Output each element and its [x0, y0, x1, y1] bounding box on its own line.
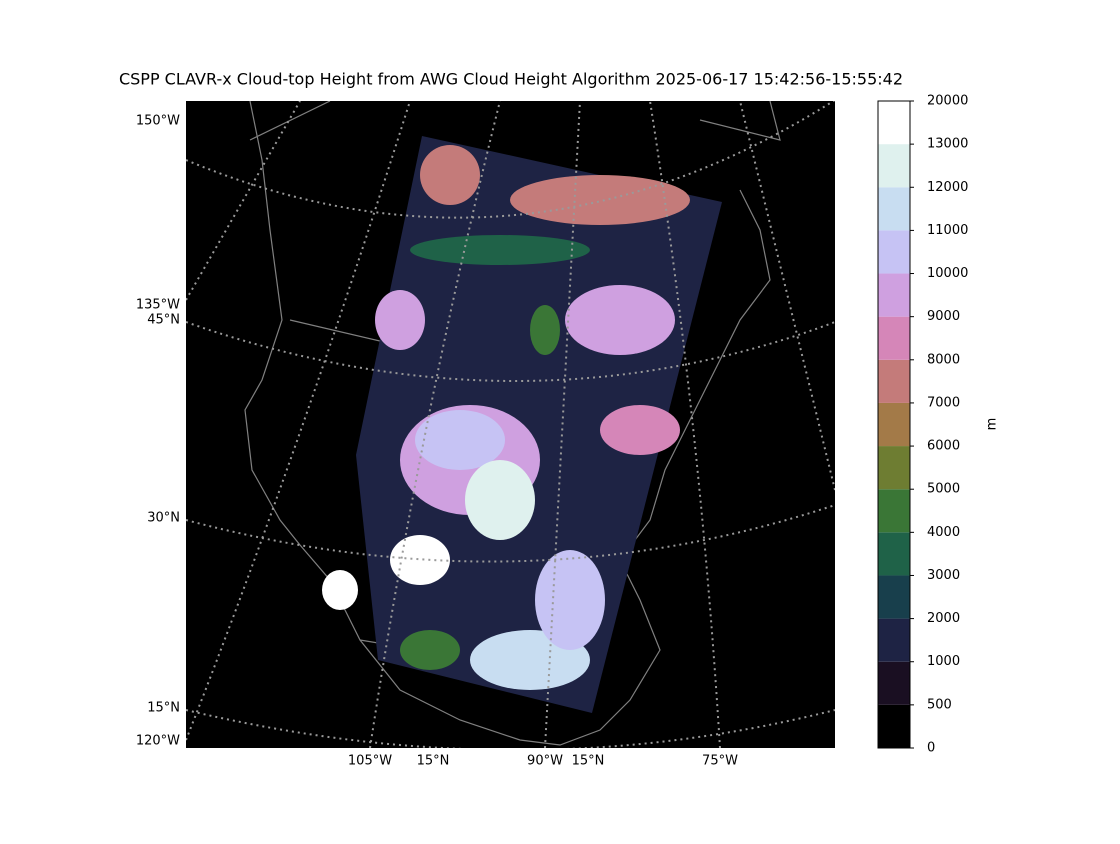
map-label: 75°W: [702, 754, 738, 769]
colorbar-tick-label: 4000: [927, 525, 960, 540]
graticule: [186, 101, 835, 748]
map-label: 15°N: [417, 754, 450, 769]
colorbar-segment: [878, 101, 910, 145]
colorbar-segment: [878, 402, 910, 447]
map-label: 30°N: [147, 511, 180, 526]
colorbar-tick-label: 5000: [927, 482, 960, 497]
colorbar-segment: [878, 187, 910, 231]
colorbar-segment: [878, 575, 910, 619]
colorbar-segment: [878, 446, 910, 490]
map-label: 15°N: [147, 701, 180, 716]
colorbar-segment: [878, 704, 910, 748]
map-label: 135°W: [136, 298, 180, 313]
colorbar-segment: [878, 359, 910, 403]
map-label: 120°W: [136, 734, 180, 749]
cloud-field: [322, 145, 690, 690]
colorbar-tick-label: 6000: [927, 439, 960, 454]
colorbar-segment: [878, 489, 910, 533]
colorbar-tick-label: 10000: [927, 266, 968, 281]
colorbar-segment: [878, 230, 910, 274]
colorbar-label: m: [985, 418, 1000, 431]
map-label: 90°W: [527, 754, 563, 769]
coastline: [244, 101, 771, 746]
colorbar-tick-label: 2000: [927, 611, 960, 626]
colorbar-segment: [878, 144, 910, 188]
colorbar-segment: [878, 618, 910, 662]
colorbar-frame: [877, 100, 911, 749]
colorbar-tick-label: 9000: [927, 309, 960, 324]
bottom-labels: 105°W 15°N 90°W 15°N 75°W: [348, 754, 738, 769]
colorbar-tick-label: 8000: [927, 352, 960, 367]
colorbar-tick-label: 1000: [927, 654, 960, 669]
colorbar-tick-label: 13000: [927, 137, 968, 152]
coastline: [699, 101, 781, 141]
colorbar-tick-label: 20000: [927, 94, 968, 109]
colorbar-tick-label: 12000: [927, 180, 968, 195]
colorbar-tick-label: 0: [927, 741, 935, 756]
colorbar-segment: [878, 661, 910, 705]
colorbar-segment: [878, 273, 910, 317]
map-label: 15°N: [572, 754, 605, 769]
colorbar-tick-label: 7000: [927, 395, 960, 410]
colorbar-tick-label: 3000: [927, 568, 960, 583]
map: 150°W 135°W45°N 30°N 15°N 120°W 105°W 15°N 90°…: [136, 101, 835, 769]
colorbar-segment: [878, 532, 910, 576]
colorbar-tick-label: 500: [927, 697, 952, 712]
map-label: 105°W: [348, 754, 392, 769]
colorbar-segment: [878, 316, 910, 360]
colorbar: m 0 500 1000 2000 3000 4000 5000 6000 7000 8000 90…: [877, 94, 1000, 756]
map-label: 150°W: [136, 114, 180, 129]
map-label: 45°N: [147, 313, 180, 328]
left-labels: 150°W 135°W45°N 30°N 15°N 120°W: [136, 114, 180, 749]
colorbar-tick-label: 11000: [927, 223, 968, 238]
map-title: CSPP CLAVR-x Cloud-top Height from AWG C…: [119, 70, 903, 89]
